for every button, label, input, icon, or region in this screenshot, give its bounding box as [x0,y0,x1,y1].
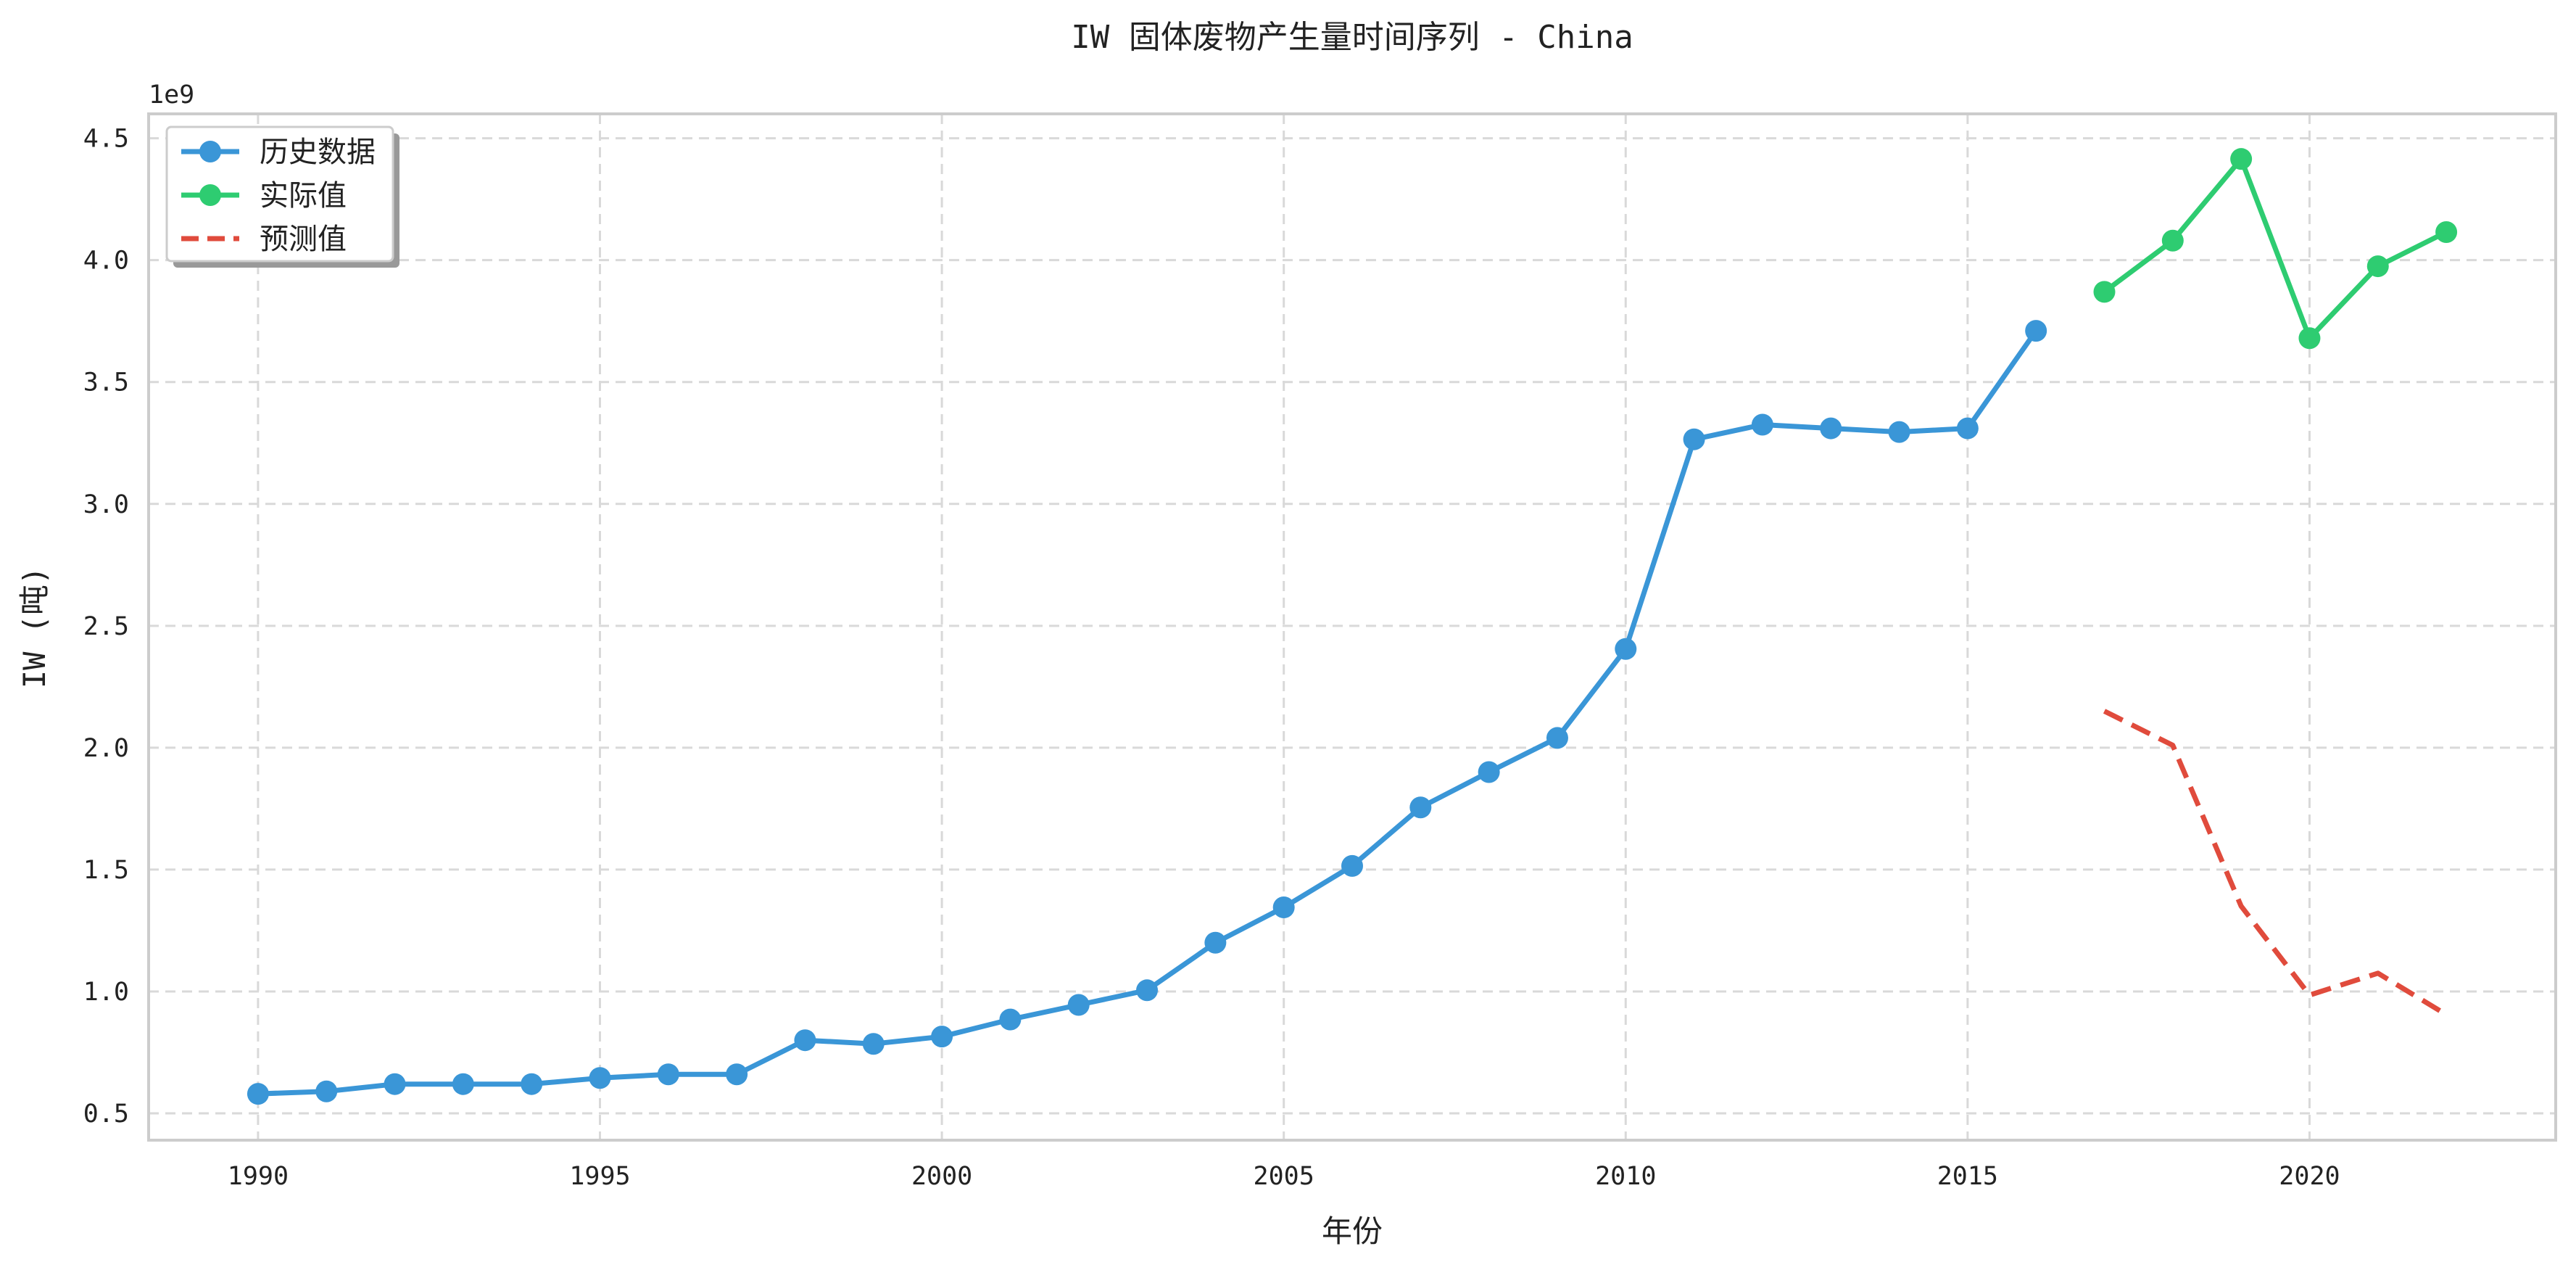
data-point [247,1083,269,1105]
data-point [1136,979,1159,1002]
y-tick-label: 3.5 [83,368,129,397]
data-point [589,1067,611,1089]
y-tick-label: 2.0 [83,734,129,763]
chart-title: IW 固体废物产生量时间序列 - China [1071,19,1633,56]
data-point [1751,413,1773,436]
legend-marker [199,184,221,206]
x-tick-label: 2015 [1937,1162,1998,1191]
x-tick-label: 1990 [228,1162,289,1191]
data-point [999,1008,1022,1031]
data-point [1478,761,1500,783]
data-point [2161,229,2184,252]
y-tick-label: 3.0 [83,490,129,519]
series-line [2103,709,2448,1017]
x-tick-label: 2005 [1254,1162,1314,1191]
y-tick-label: 1.5 [83,856,129,885]
data-point [657,1063,679,1086]
data-point [1888,421,1910,443]
legend-marker [199,141,221,162]
data-point [794,1029,816,1052]
data-point [2298,327,2321,350]
data-point [1615,638,1637,660]
data-point [452,1073,474,1095]
y-tick-label: 2.5 [83,612,129,641]
data-point [2435,221,2458,244]
y-axis-label: IW (吨) [17,566,52,688]
data-point [1956,417,1979,440]
y-tick-label: 4.0 [83,247,129,276]
legend-label: 历史数据 [260,136,376,169]
data-point [1820,417,1842,440]
legend-box [165,125,394,263]
series-2 [2093,148,2458,350]
data-point [1683,428,1705,450]
x-tick-label: 2010 [1595,1162,1656,1191]
data-point [726,1063,748,1086]
plot-frame [147,112,2557,1142]
data-point [1272,896,1295,919]
y-tick-label: 4.5 [83,125,129,154]
data-point [1204,931,1227,954]
y-tick-label: 1.0 [83,978,129,1007]
x-tick-label: 2020 [2279,1162,2340,1191]
legend-label: 预测值 [260,223,347,256]
data-point [862,1033,885,1055]
legend-label: 实际值 [260,179,347,213]
series-3 [2103,709,2448,1017]
data-point [521,1073,543,1095]
data-point [931,1026,953,1048]
series-1 [247,320,2047,1105]
x-tick-label: 2000 [911,1162,972,1191]
data-point [384,1073,406,1095]
data-point [2366,255,2389,278]
y-multiplier-label: 1e9 [149,81,194,110]
x-axis-label: 年份 [1322,1213,1383,1249]
x-tick-label: 1995 [569,1162,630,1191]
data-point [2093,281,2116,303]
series-line [2103,156,2448,341]
tick-labels: 1990 1995 2000 2005 2010 2015 2020 0.5 1.0 1.5 2.0… [83,125,2340,1191]
y-tick-label: 0.5 [83,1100,129,1129]
data-point [315,1080,338,1102]
data-point [2230,148,2253,170]
data-point [2025,320,2047,342]
data-point [1546,727,1568,749]
data-point [1409,796,1432,819]
data-point [1067,994,1090,1016]
series-layer [247,148,2458,1105]
data-point [1341,854,1363,877]
